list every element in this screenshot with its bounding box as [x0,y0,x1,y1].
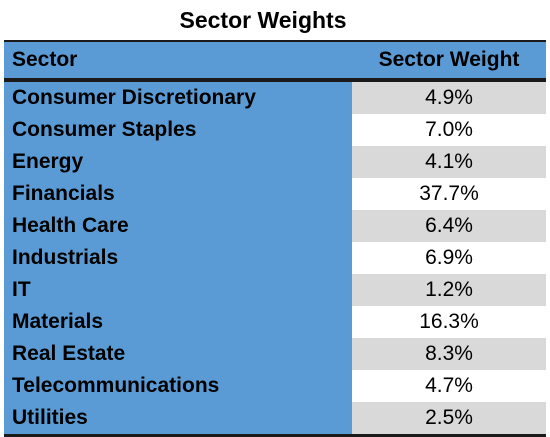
table-row: Telecommunications 4.7% [4,370,546,402]
sector-weight-cell: 6.9% [352,242,546,274]
sector-weight-cell: 2.5% [352,402,546,434]
table-header-row: Sector Sector Weight [4,42,546,82]
table-row: Health Care 6.4% [4,210,546,242]
table-title: Sector Weights [179,7,347,33]
sector-name-cell: Utilities [4,402,352,434]
table-row: Energy 4.1% [4,146,546,178]
sector-name-cell: Consumer Discretionary [4,82,352,114]
table-row: Real Estate 8.3% [4,338,546,370]
sector-name-cell: Financials [4,178,352,210]
sector-weight-cell: 7.0% [352,114,546,146]
table-row: Utilities 2.5% [4,402,546,434]
sector-name-cell: Health Care [4,210,352,242]
sector-name-cell: Energy [4,146,352,178]
column-header-sector: Sector [12,48,78,71]
table-row: Financials 37.7% [4,178,546,210]
sector-name-cell: IT [4,274,352,306]
table-body: Consumer Discretionary 4.9% Consumer Sta… [4,82,546,434]
sector-weight-cell: 1.2% [352,274,546,306]
sector-weight-cell: 16.3% [352,306,546,338]
sector-weight-cell: 6.4% [352,210,546,242]
sector-name-cell: Materials [4,306,352,338]
sector-weight-cell: 4.1% [352,146,546,178]
sector-weight-cell: 4.7% [352,370,546,402]
sector-weight-cell: 4.9% [352,82,546,114]
column-header-sector-weight: Sector Weight [378,48,520,71]
sector-name-cell: Consumer Staples [4,114,352,146]
sector-name-cell: Real Estate [4,338,352,370]
sector-weights-table: Sector Sector Weight Consumer Discretion… [4,40,546,437]
sector-weight-cell: 37.7% [352,178,546,210]
sector-name-cell: Industrials [4,242,352,274]
sector-name-cell: Telecommunications [4,370,352,402]
table-row: Consumer Staples 7.0% [4,114,546,146]
sector-weight-cell: 8.3% [352,338,546,370]
table-row: Materials 16.3% [4,306,546,338]
table-row: Consumer Discretionary 4.9% [4,82,546,114]
table-row: IT 1.2% [4,274,546,306]
table-row: Industrials 6.9% [4,242,546,274]
